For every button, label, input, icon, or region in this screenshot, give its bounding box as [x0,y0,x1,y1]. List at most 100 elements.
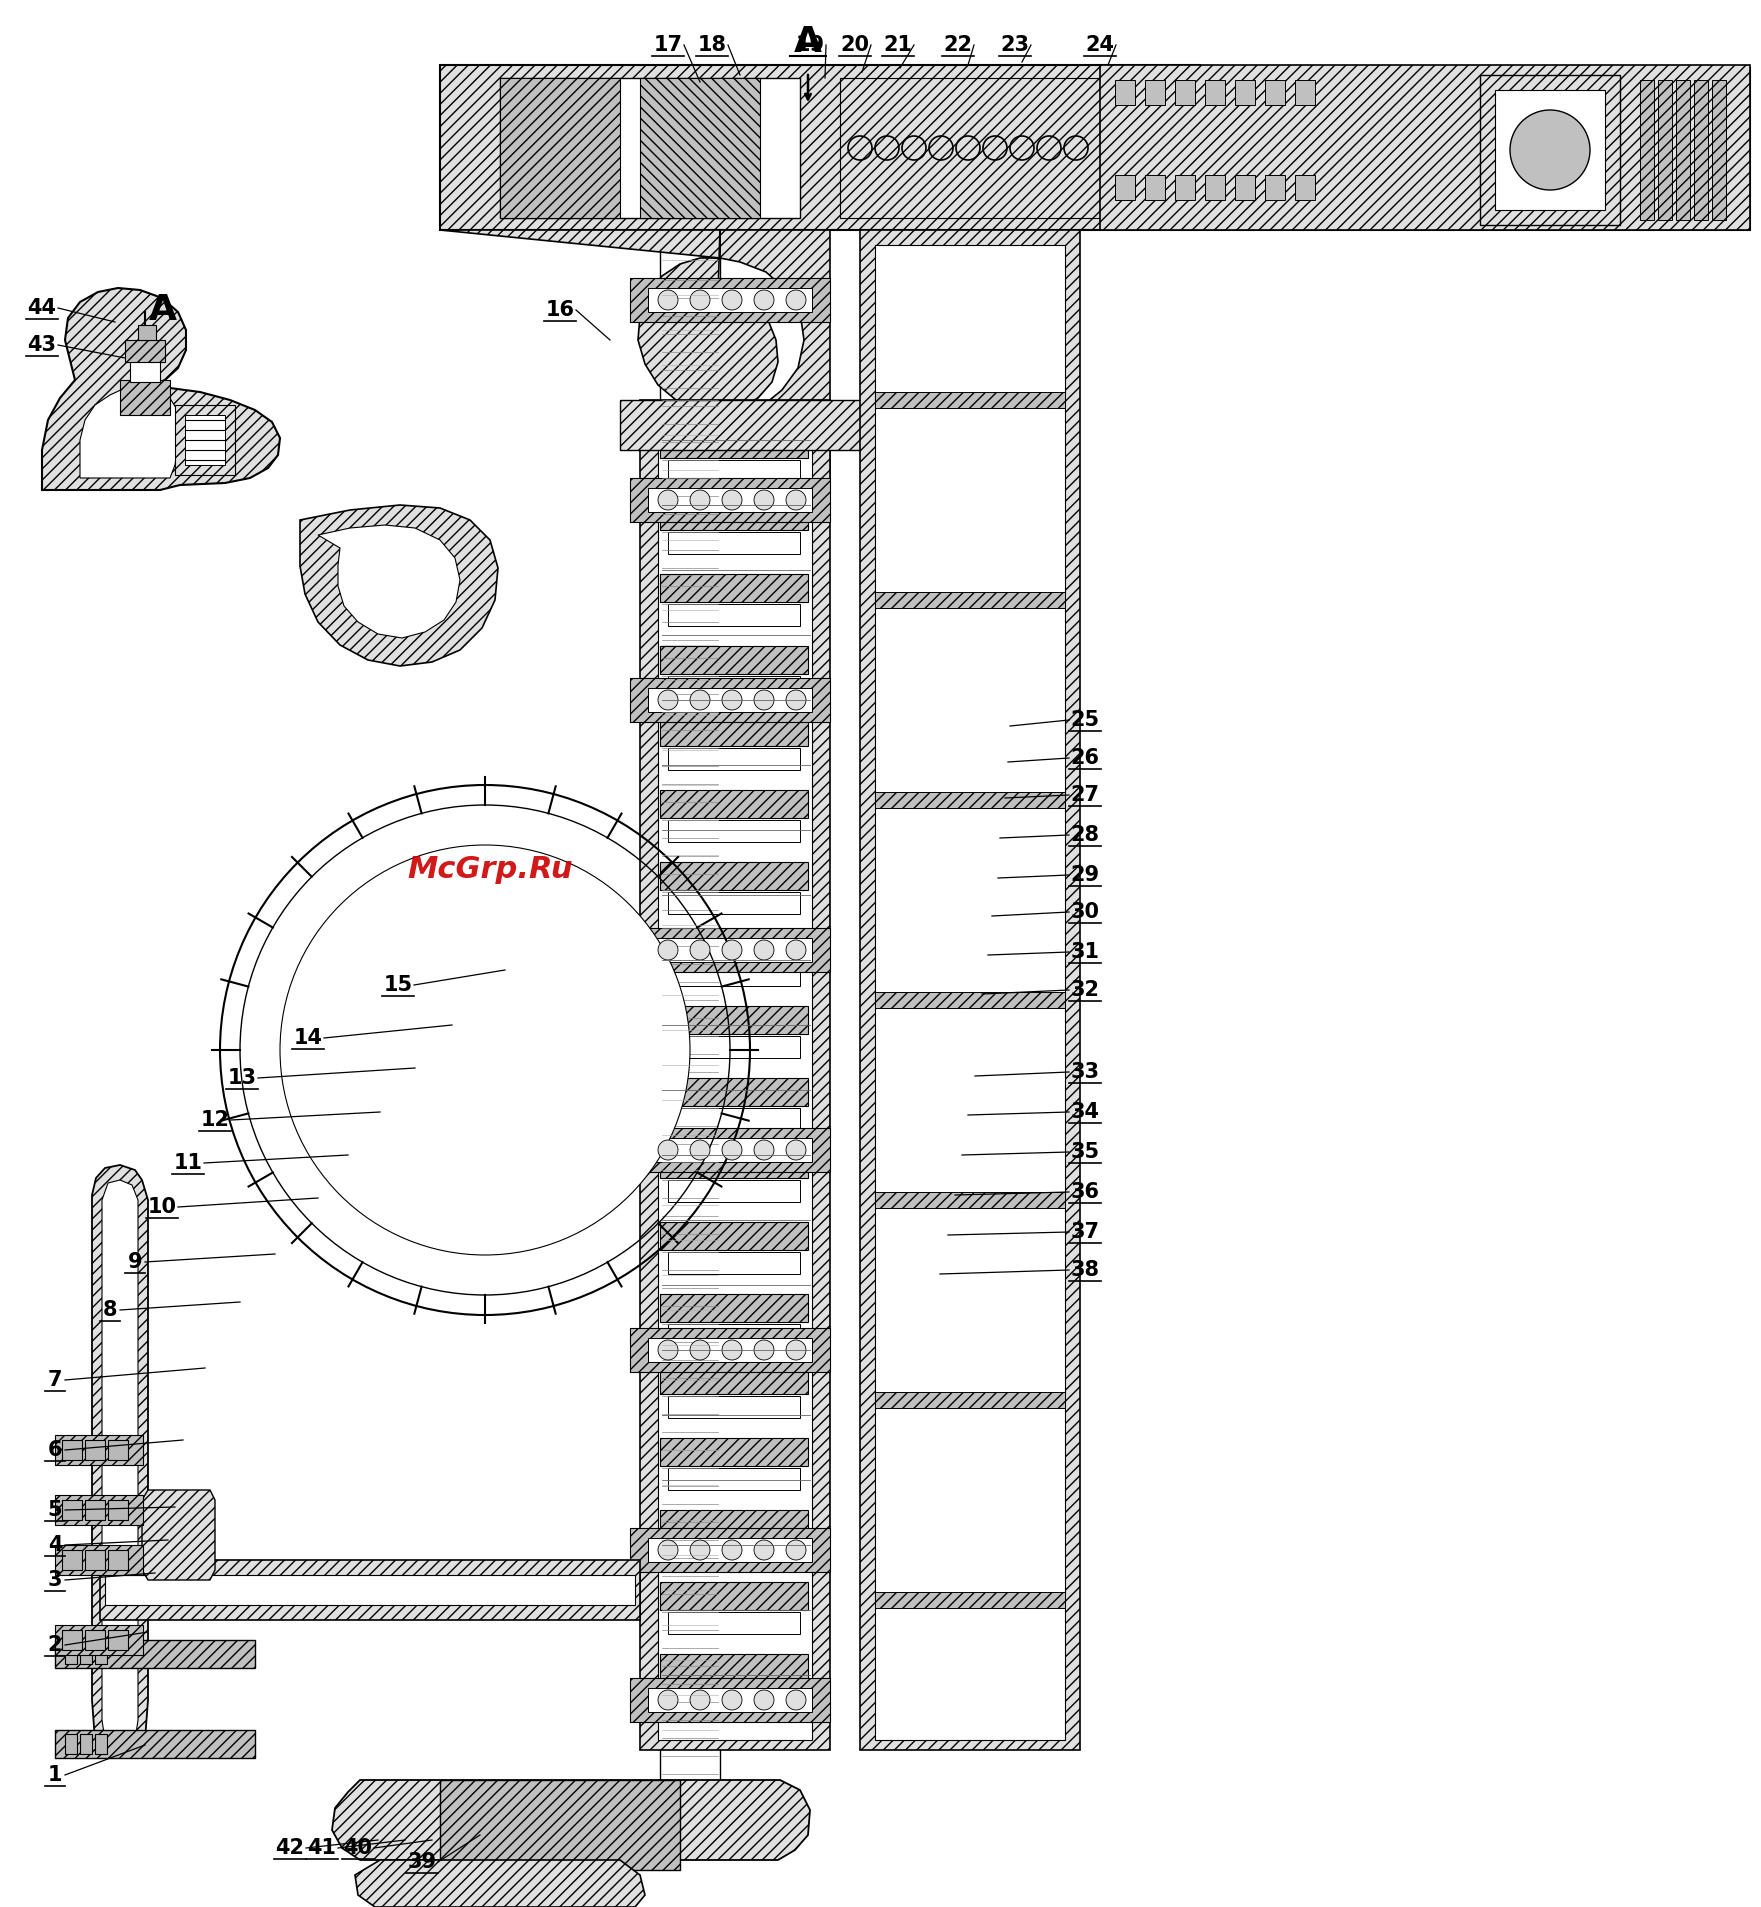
Circle shape [690,1140,710,1159]
Circle shape [785,1140,807,1159]
Bar [85,1550,106,1569]
Bar [55,1545,143,1575]
Circle shape [722,490,741,509]
Bar [667,892,799,913]
Bar [667,1468,799,1489]
Circle shape [690,940,710,959]
Bar [667,1036,799,1058]
Circle shape [722,290,741,311]
Text: 7: 7 [48,1369,62,1390]
Bar [1205,80,1226,105]
Text: 28: 28 [1071,826,1099,845]
Bar [1175,175,1196,200]
Bar [1495,90,1604,210]
Polygon shape [42,288,280,490]
Bar [667,605,799,625]
Text: 11: 11 [174,1154,203,1173]
Text: 26: 26 [1071,748,1099,769]
Bar [1264,80,1286,105]
Text: 22: 22 [944,34,972,55]
Text: 24: 24 [1085,34,1115,55]
Text: 34: 34 [1071,1102,1099,1121]
Bar [660,1438,808,1466]
Circle shape [722,690,741,709]
Text: 42: 42 [275,1838,305,1857]
Bar [667,748,799,770]
Bar [667,1180,799,1201]
Bar [648,488,812,511]
Bar [185,416,225,465]
Bar [660,1222,808,1249]
Bar [630,679,829,723]
Bar [630,1327,829,1371]
Bar [107,1440,129,1461]
Bar [65,1733,77,1754]
Polygon shape [875,591,1065,608]
Bar [1115,80,1136,105]
Bar [630,929,829,973]
Circle shape [785,1341,807,1360]
Circle shape [785,490,807,509]
Text: 1: 1 [48,1766,62,1785]
Text: 25: 25 [1071,709,1099,730]
Bar [660,1007,808,1034]
Text: 3: 3 [48,1569,62,1590]
Bar [107,1550,129,1569]
Circle shape [690,290,710,311]
Bar [660,429,808,458]
Text: 4: 4 [48,1535,62,1554]
Text: 44: 44 [28,297,56,318]
Text: 16: 16 [546,299,574,320]
Circle shape [690,1341,710,1360]
Bar [660,502,808,530]
Circle shape [754,1690,775,1711]
Bar [79,1733,92,1754]
Text: 6: 6 [48,1440,62,1461]
Polygon shape [106,1575,636,1606]
Text: 18: 18 [697,34,727,55]
Bar [55,1434,143,1465]
Bar [667,1541,799,1562]
Bar [630,479,829,523]
Polygon shape [840,78,1101,217]
Circle shape [690,490,710,509]
Bar [630,278,829,322]
Circle shape [1509,111,1590,191]
Polygon shape [1479,74,1620,225]
Polygon shape [319,524,460,639]
Polygon shape [440,231,829,521]
Text: 14: 14 [294,1028,322,1049]
Bar [79,1644,92,1665]
Polygon shape [875,244,1065,1739]
Text: 23: 23 [1000,34,1030,55]
Circle shape [659,490,678,509]
Text: 33: 33 [1071,1062,1099,1081]
Text: 41: 41 [308,1838,336,1857]
Text: 5: 5 [48,1501,62,1520]
Polygon shape [440,1779,680,1871]
Circle shape [690,1541,710,1560]
Text: McGrp.Ru: McGrp.Ru [407,856,572,885]
Text: 27: 27 [1071,786,1099,805]
Bar [107,1630,129,1650]
Polygon shape [1101,65,1750,231]
Polygon shape [875,393,1065,408]
Polygon shape [875,1192,1065,1207]
Bar [65,1644,77,1665]
Text: 30: 30 [1071,902,1099,921]
Bar [648,1539,812,1562]
Polygon shape [859,231,1079,1751]
Circle shape [690,690,710,709]
Bar [648,1339,812,1362]
Text: A: A [794,25,822,59]
Text: 20: 20 [840,34,870,55]
Bar [1205,175,1226,200]
Polygon shape [875,1392,1065,1407]
Text: 9: 9 [129,1253,143,1272]
Bar [95,1733,107,1754]
Bar [667,532,799,555]
Circle shape [754,690,775,709]
Circle shape [754,1341,775,1360]
Circle shape [754,940,775,959]
Bar [660,1365,808,1394]
